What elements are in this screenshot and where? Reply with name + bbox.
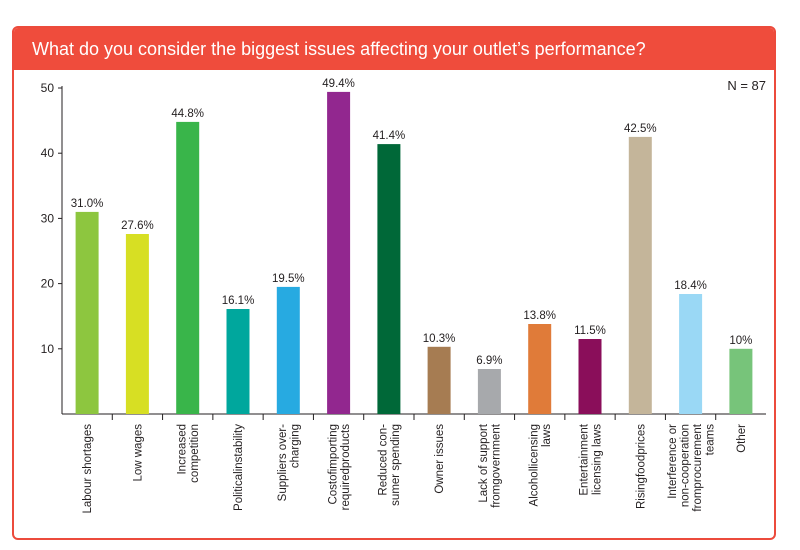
category-label: Low wages (132, 424, 144, 482)
category-label-line: Risingfoodprices (635, 424, 647, 509)
category-label-line: Lack of support (478, 423, 490, 502)
y-tick-label: 20 (41, 277, 55, 291)
bar (327, 91, 351, 415)
category-label-line: Labour shortages (82, 424, 94, 514)
category-label-line: fromprocurement (692, 423, 704, 511)
category-label-line: Increased (176, 424, 188, 475)
category-label: Reduced con-sumer spending (378, 424, 403, 506)
category-label-line: Alcohollicensing (528, 424, 540, 506)
bar (528, 324, 552, 414)
bar (427, 346, 451, 414)
category-label: Increased competition (176, 424, 201, 483)
value-label: 18.4% (674, 280, 707, 292)
y-tick-label: 10 (41, 342, 55, 356)
category-label-line: Politicalinstability (233, 424, 245, 511)
value-label: 49.4% (322, 78, 355, 90)
category-label-line: Low wages (132, 424, 144, 482)
bar (477, 369, 501, 414)
value-label: 11.5% (574, 325, 606, 337)
category-label-line: licensing laws (591, 424, 603, 495)
category-label-line: competition (189, 424, 201, 483)
category-label: Other (736, 424, 748, 453)
bar (75, 211, 99, 414)
category-label-line: Other (736, 424, 748, 453)
y-tick-label: 40 (41, 146, 55, 160)
category-label-line: sumer spending (390, 424, 402, 506)
value-label: 42.5% (624, 123, 657, 135)
bar (578, 339, 602, 414)
category-label-line: Reduced con- (378, 424, 390, 496)
value-label: 41.4% (373, 130, 406, 142)
category-label: Suppliers over-charging (277, 424, 302, 502)
category-label: Labour shortages (82, 424, 94, 514)
bar-chart: 10 20 30 40 50 31.0% Labour shortages 27.6% Low… (41, 78, 766, 514)
value-label: 31.0% (71, 198, 104, 210)
category-label: Owner issues (434, 424, 446, 494)
chart-bars (75, 91, 753, 415)
category-label: Costofimporting requiredproducts (327, 424, 352, 511)
chart-labels: 31.0% Labour shortages 27.6% Low wages 44.8%… (71, 78, 753, 514)
bar (276, 286, 300, 414)
bar (679, 294, 703, 414)
bar (729, 348, 753, 414)
category-label: Risingfoodprices (635, 424, 647, 509)
value-label: 13.8% (523, 310, 556, 322)
bar (176, 121, 200, 415)
y-tick-label: 50 (41, 81, 55, 95)
bar (628, 136, 652, 414)
bar (226, 309, 250, 414)
chart-title: What do you consider the biggest issues … (14, 28, 774, 70)
category-label-line: Entertainment (579, 423, 591, 495)
category-label: Politicalinstability (233, 424, 245, 511)
category-label-line: laws (541, 424, 553, 447)
category-label-line: Suppliers over- (277, 424, 289, 502)
value-label: 27.6% (121, 220, 154, 232)
bar (377, 144, 401, 414)
category-label-line: charging (290, 424, 302, 468)
category-label: Interference or non-cooperation fromprocur… (667, 423, 717, 511)
category-label: Alcohollicensing laws (528, 424, 553, 507)
category-label-line: non-cooperation (679, 424, 691, 507)
value-label: 44.8% (171, 108, 204, 120)
category-label-line: Costofimporting (327, 424, 339, 505)
value-label: 19.5% (272, 273, 305, 285)
category-label-line: requiredproducts (340, 424, 352, 511)
bar (125, 234, 149, 414)
category-label: Entertainment licensing laws (579, 423, 604, 495)
category-label-line: teams (704, 424, 716, 456)
category-label-line: Owner issues (434, 424, 446, 494)
value-label: 10% (729, 335, 752, 347)
category-label: Lack of support fromgovernment (478, 423, 503, 508)
value-label: 6.9% (476, 355, 502, 367)
category-label-line: Interference or (667, 424, 679, 499)
category-label-line: fromgovernment (491, 423, 503, 508)
value-label: 10.3% (423, 333, 456, 345)
sample-size-annotation: N = 87 (727, 78, 766, 93)
chart-frame: What do you consider the biggest issues … (12, 26, 776, 540)
value-label: 16.1% (222, 295, 255, 307)
y-tick-label: 30 (41, 211, 55, 225)
